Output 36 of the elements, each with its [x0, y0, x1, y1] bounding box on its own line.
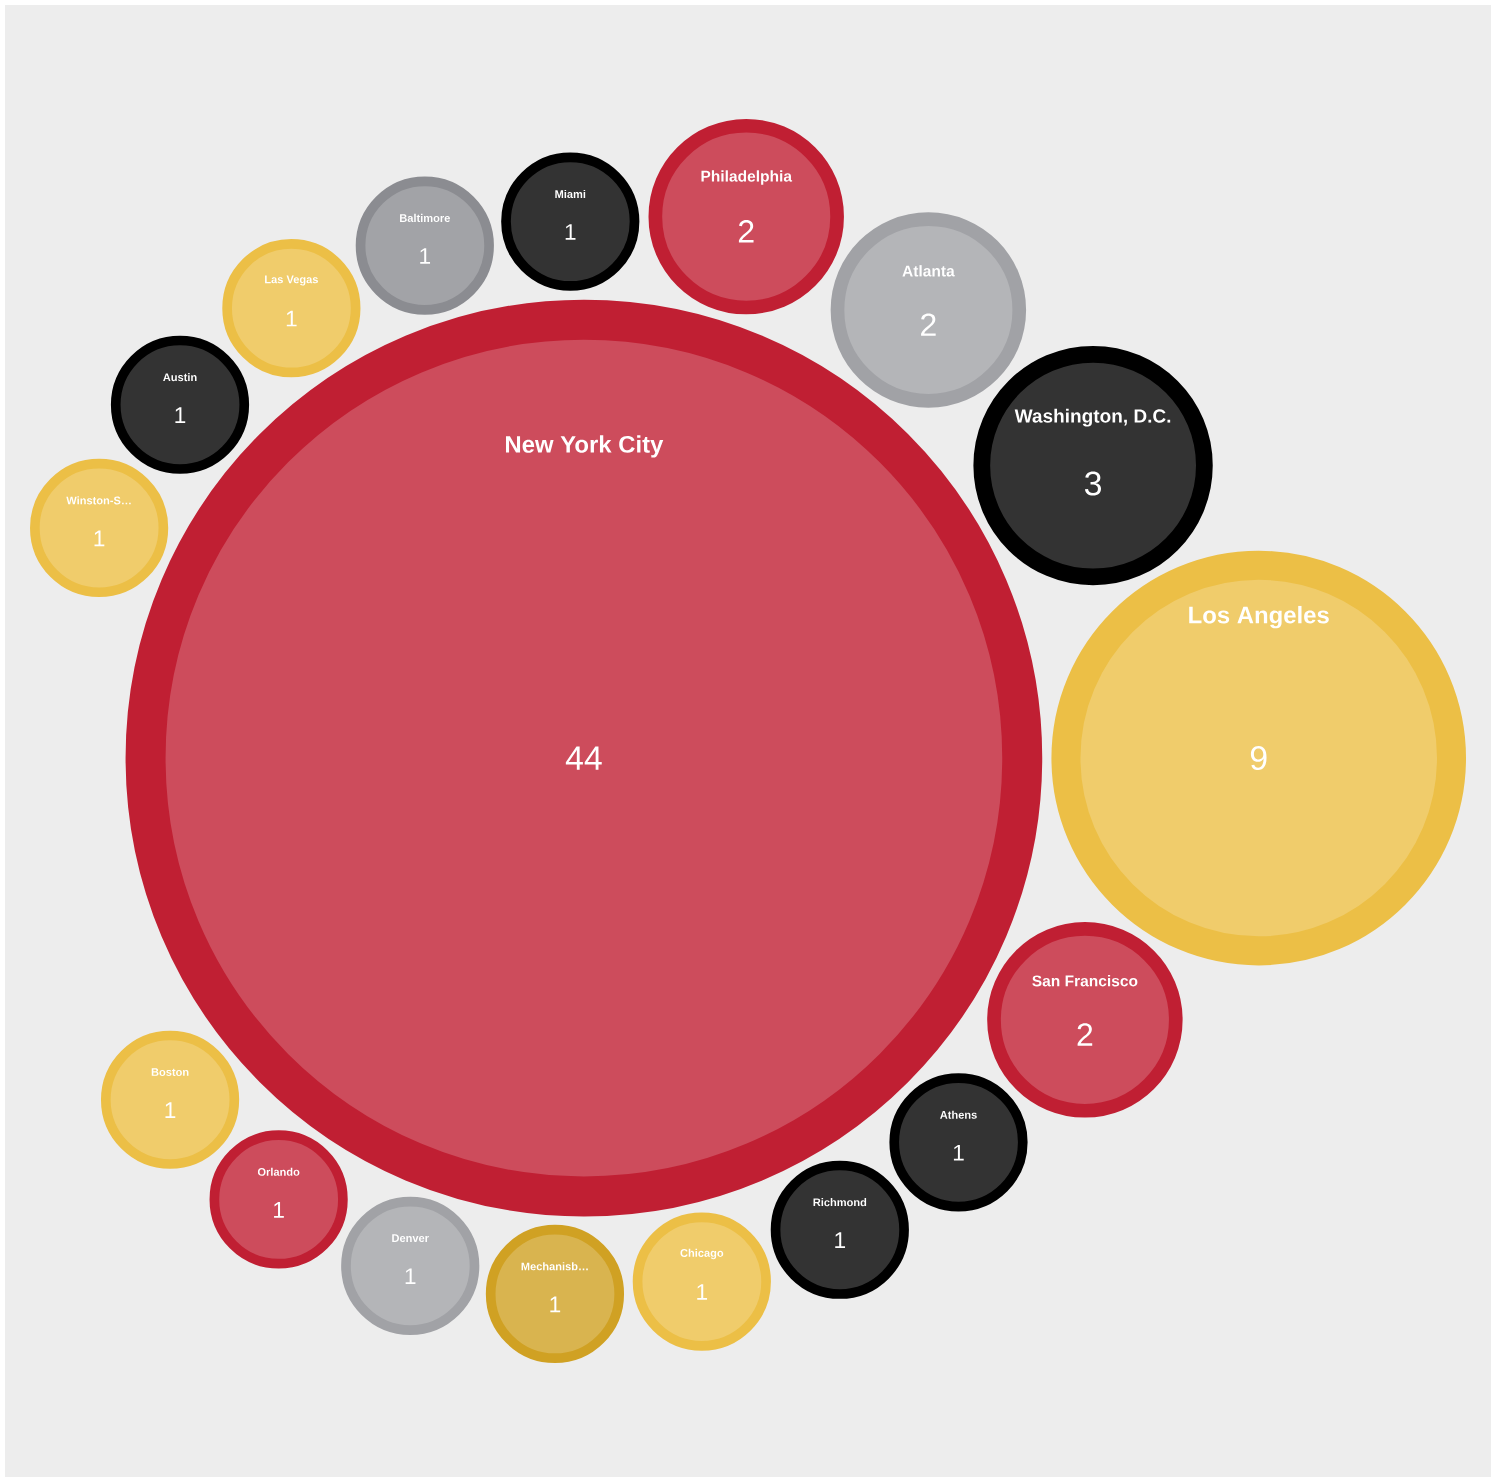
category-label: Winston-S… — [66, 496, 131, 505]
category-label: Athens — [940, 1110, 977, 1119]
data-label: 9 — [1250, 746, 1267, 771]
category-label: Chicago — [680, 1248, 724, 1260]
data-label: 1 — [953, 1144, 964, 1161]
category-label: New York City — [505, 435, 664, 458]
data-label: 1 — [165, 1102, 176, 1118]
data-label: 2 — [921, 313, 936, 336]
data-label: 1 — [274, 1202, 284, 1218]
category-label: Orlando — [257, 1167, 300, 1176]
data-label: 3 — [1084, 471, 1101, 496]
data-label: 2 — [738, 220, 754, 243]
data-label: 1 — [405, 1268, 416, 1285]
category-label: Atlanta — [902, 265, 955, 277]
category-label: Denver — [392, 1234, 429, 1243]
data-label: 2 — [1077, 1023, 1093, 1046]
data-label: 1 — [550, 1296, 561, 1313]
data-label: 44 — [565, 746, 602, 770]
category-label: Baltimore — [400, 213, 450, 222]
category-label: Mechanisb… — [521, 1262, 588, 1271]
category-label: Austin — [163, 373, 197, 382]
data-label: 1 — [565, 224, 576, 240]
category-label: Washington, D.C. — [1014, 408, 1171, 427]
category-label: Boston — [151, 1068, 189, 1076]
category-label: Philadelphia — [701, 170, 793, 185]
category-label: San Francisco — [1032, 975, 1138, 987]
category-label: Miami — [555, 189, 586, 199]
category-label: Las Vegas — [265, 275, 318, 286]
data-label: 1 — [420, 248, 431, 264]
data-label: 1 — [697, 1284, 708, 1300]
category-label: Los Angeles — [1189, 605, 1329, 629]
data-label: 1 — [94, 530, 105, 547]
data-label: 1 — [175, 407, 186, 423]
data-label: 1 — [835, 1232, 846, 1248]
data-label: 1 — [286, 310, 297, 327]
category-label: Richmond — [813, 1198, 867, 1207]
